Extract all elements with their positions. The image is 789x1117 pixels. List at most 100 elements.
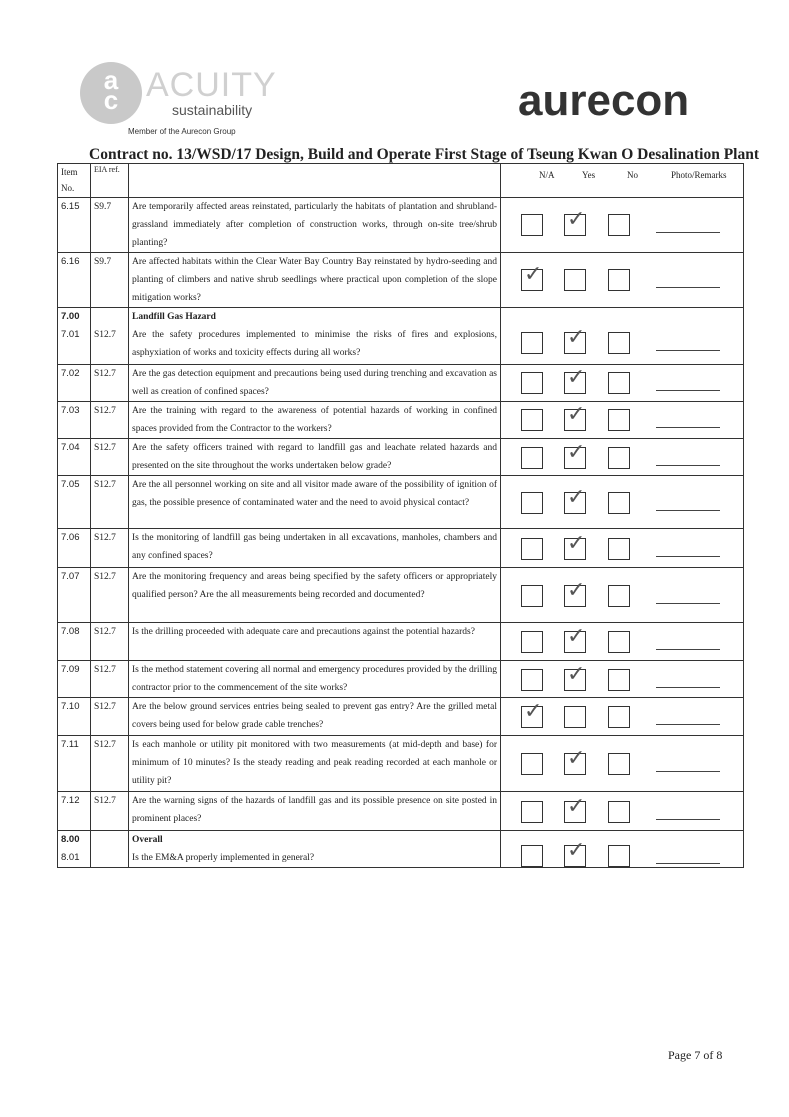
table-row: 6.16 S9.7 Are affected habitats within the… [57,252,744,308]
eia-ref: S9.7 [90,252,129,308]
checkbox-yes[interactable]: ✓ [564,442,586,469]
checkbox-no[interactable] [608,447,630,469]
answer-cell: ✓ [500,622,744,661]
checkbox-no[interactable] [608,706,630,728]
checkbox-no[interactable] [608,669,630,691]
item-no: 7.08 [57,622,91,661]
checkbox-na[interactable] [521,845,543,867]
checkbox-no[interactable] [608,409,630,431]
table-row: 7.06 S12.7 Is the monitoring of landfill g… [57,528,744,568]
checkbox-yes[interactable]: ✓ [564,840,586,867]
checkbox-no[interactable] [608,332,630,354]
remarks-line[interactable] [656,350,720,351]
checkbox-na[interactable] [521,372,543,394]
remarks-line[interactable] [656,287,720,288]
question-text: Is the drilling proceeded with adequate … [132,627,475,637]
item-no: 7.10 [57,697,91,736]
remarks-line[interactable] [656,819,720,820]
checkbox-no[interactable] [608,372,630,394]
answer-cell: ✓ [500,438,744,476]
item-number: 7.01 [61,329,80,340]
col-question-header [128,163,501,198]
checkbox-na[interactable] [521,492,543,514]
checkbox-yes[interactable] [564,269,586,291]
remarks-line[interactable] [656,863,720,864]
checkbox-na[interactable] [521,669,543,691]
eia-ref: S12.7 [90,791,129,831]
checkbox-yes[interactable]: ✓ [564,487,586,514]
checkbox-na[interactable]: ✓ [521,264,543,291]
checkbox-yes[interactable]: ✓ [564,209,586,236]
checkbox-no[interactable] [608,214,630,236]
remarks-line[interactable] [656,687,720,688]
eia-ref: S12.7 [90,364,129,402]
remarks-line[interactable] [656,465,720,466]
item-number: 7.04 [61,442,80,453]
acuity-tagline: sustainability [172,102,253,118]
aurecon-logo: aurecon [518,76,690,125]
checkbox-na[interactable] [521,409,543,431]
checkbox-yes[interactable]: ✓ [564,327,586,354]
checkmark-icon: ✓ [524,699,543,724]
checkbox-na[interactable] [521,538,543,560]
answer-cell: ✓ [500,197,744,253]
remarks-line[interactable] [656,556,720,557]
section-title: Landfill Gas Hazard [132,312,216,322]
checkbox-na[interactable] [521,631,543,653]
checkbox-no[interactable] [608,585,630,607]
checkbox-yes[interactable]: ✓ [564,626,586,653]
checkmark-icon: ✓ [567,402,586,427]
answer-cell: ✓ [500,830,744,868]
eia-ref: S12.7 [90,307,129,365]
remarks-line[interactable] [656,427,720,428]
eia-ref-text: S12.7 [94,480,116,490]
remarks-line[interactable] [656,232,720,233]
remarks-line[interactable] [656,390,720,391]
remarks-line[interactable] [656,771,720,772]
checkbox-no[interactable] [608,753,630,775]
eia-ref: S12.7 [90,528,129,568]
checkbox-no[interactable] [608,845,630,867]
eia-ref: S12.7 [90,401,129,439]
checkbox-no[interactable] [608,538,630,560]
remarks-line[interactable] [656,724,720,725]
section-title: Overall [132,835,163,845]
checkbox-no[interactable] [608,631,630,653]
item-number: 7.03 [61,405,80,416]
table-row: 8.00 8.01 Overall Is the EM&A properly imp… [57,830,744,868]
checkbox-na[interactable] [521,214,543,236]
checkbox-yes[interactable]: ✓ [564,533,586,560]
remarks-line[interactable] [656,649,720,650]
checkbox-no[interactable] [608,492,630,514]
eia-ref-text: S12.7 [94,330,116,340]
question-cell: Overall Is the EM&A properly implemented … [128,830,501,868]
checkbox-yes[interactable] [564,706,586,728]
question-cell: Are the gas detection equipment and prec… [128,364,501,402]
item-no: 7.06 [57,528,91,568]
checkbox-yes[interactable]: ✓ [564,580,586,607]
checkbox-na[interactable] [521,753,543,775]
remarks-line[interactable] [656,510,720,511]
item-no: 6.16 [57,252,91,308]
eia-ref: S12.7 [90,622,129,661]
checkbox-yes[interactable]: ✓ [564,748,586,775]
checkbox-yes[interactable]: ✓ [564,404,586,431]
checkbox-yes[interactable]: ✓ [564,796,586,823]
checkbox-na[interactable] [521,585,543,607]
checkbox-yes[interactable]: ✓ [564,664,586,691]
checkbox-na[interactable] [521,447,543,469]
remarks-line[interactable] [656,603,720,604]
checkbox-na[interactable]: ✓ [521,701,543,728]
table-row: 7.00 7.01 S12.7 Landfill Gas Hazard Are the… [57,307,744,365]
question-text: Are the monitoring frequency and areas b… [132,572,497,600]
checkbox-no[interactable] [608,801,630,823]
checkbox-na[interactable] [521,332,543,354]
eia-ref: S12.7 [90,475,129,529]
checkmark-icon: ✓ [524,262,543,287]
checkbox-na[interactable] [521,801,543,823]
eia-ref-text: S12.7 [94,369,116,379]
col-answer-header: N/A Yes No Photo/Remarks [500,163,744,198]
table-row: 7.10 S12.7 Are the below ground services e… [57,697,744,736]
checkbox-yes[interactable]: ✓ [564,367,586,394]
checkbox-no[interactable] [608,269,630,291]
